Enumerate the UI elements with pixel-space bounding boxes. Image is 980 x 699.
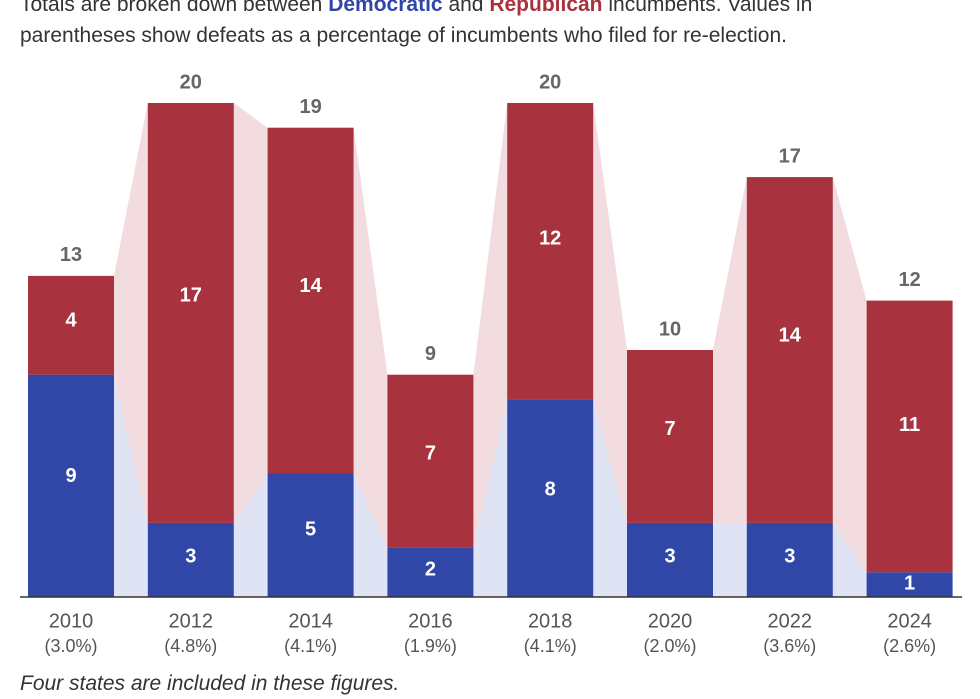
bar-republican-2012 (147, 103, 234, 523)
x-tick-label-2014: 2014 (288, 610, 333, 632)
bar-democratic-2014 (267, 473, 354, 597)
value-label-republican-2010: 4 (65, 310, 77, 332)
value-label-democratic-2024: 1 (904, 572, 915, 594)
connector-republican-2014-2016 (353, 127, 388, 548)
value-label-republican-2024: 11 (899, 414, 920, 436)
connector-republican-2016-2018 (473, 103, 508, 548)
subtitle-line-2: parentheses show defeats as a percentage… (20, 24, 787, 47)
x-percent-label-2016: (1.9%) (404, 636, 457, 656)
bar-democratic-2010 (28, 374, 114, 597)
bar-layer (28, 103, 953, 597)
total-label-2022: 17 (779, 145, 801, 167)
total-label-2016: 9 (425, 343, 436, 365)
connector-democratic-2014-2016 (353, 473, 388, 597)
total-label-2020: 10 (659, 318, 681, 340)
bar-democratic-2020 (627, 522, 713, 597)
bar-democratic-2016 (387, 547, 474, 597)
value-label-democratic-2018: 8 (545, 479, 556, 501)
total-label-layer: 13 20 19 9 20 10 17 12 (60, 71, 921, 365)
value-label-democratic-2020: 3 (664, 545, 675, 567)
connector-republican-2022-2024 (832, 177, 867, 573)
x-percent-label-2010: (3.0%) (44, 636, 97, 656)
subtitle-republican-label: Republican (489, 0, 603, 16)
connector-democratic-2020-2022 (713, 522, 747, 597)
connector-republican-2020-2022 (713, 177, 747, 523)
x-percent-label-2022: (3.6%) (763, 636, 816, 656)
total-label-2010: 13 (60, 244, 82, 266)
subtitle-democratic-label: Democratic (328, 0, 443, 16)
bar-republican-2020 (627, 350, 713, 523)
value-label-republican-2012: 17 (180, 284, 202, 306)
x-tick-label-2024: 2024 (887, 610, 932, 632)
bar-republican-2016 (387, 374, 474, 548)
connector-democratic-2022-2024 (832, 522, 867, 597)
connector-republican-2010-2012 (114, 103, 148, 523)
chart-subtitle: Totals are broken down between Democrati… (20, 0, 960, 51)
bar-democratic-2018 (507, 399, 594, 597)
connector-democratic-2018-2020 (593, 399, 627, 597)
connector-republican-2012-2014 (233, 103, 268, 523)
value-label-republican-2018: 12 (539, 228, 561, 250)
bar-republican-2014 (267, 127, 354, 474)
x-tick-label-2022: 2022 (768, 610, 813, 632)
value-label-democratic-2022: 3 (784, 545, 795, 567)
x-tick-label-2020: 2020 (648, 610, 693, 632)
value-label-democratic-2016: 2 (425, 559, 436, 581)
total-label-2024: 12 (898, 269, 920, 291)
x-tick-label-2010: 2010 (49, 610, 94, 632)
total-label-2014: 19 (299, 96, 321, 118)
bar-republican-2018 (507, 103, 594, 400)
subtitle-prefix: Totals are broken down between (20, 0, 323, 16)
total-label-2018: 20 (539, 71, 561, 93)
connector-democratic-2012-2014 (233, 473, 268, 597)
x-percent-label-2020: (2.0%) (643, 636, 696, 656)
x-percent-label-2018: (4.1%) (524, 636, 577, 656)
value-label-republican-2020: 7 (664, 418, 675, 440)
connector-democratic-2016-2018 (473, 399, 508, 597)
connector-republican-2018-2020 (593, 103, 627, 523)
connector-democratic-2010-2012 (114, 374, 148, 597)
value-label-democratic-2014: 5 (305, 519, 316, 541)
bar-republican-2022 (746, 177, 833, 523)
value-label-republican-2022: 14 (779, 324, 802, 346)
x-axis-label-layer: 2010 (3.0%) 2012 (4.8%) 2014 (4.1%) 2016 (1.9%)… (44, 610, 936, 655)
x-tick-label-2016: 2016 (408, 610, 453, 632)
total-label-2012: 20 (180, 71, 202, 93)
value-label-republican-2016: 7 (425, 443, 436, 465)
bar-republican-2024 (866, 300, 953, 573)
chart-footnote: Four states are included in these figure… (20, 672, 400, 695)
connector-band-layer (114, 103, 867, 597)
x-tick-label-2012: 2012 (169, 610, 214, 632)
bar-democratic-2012 (147, 522, 234, 597)
value-label-democratic-2010: 9 (65, 465, 76, 487)
bar-republican-2010 (28, 275, 114, 375)
bar-democratic-2024 (866, 572, 953, 597)
x-percent-label-2014: (4.1%) (284, 636, 337, 656)
subtitle-and: and (448, 0, 484, 16)
value-label-democratic-2012: 3 (185, 545, 196, 567)
subtitle-suffix: incumbents. Values in (608, 0, 813, 16)
x-tick-label-2018: 2018 (528, 610, 573, 632)
x-percent-label-2012: (4.8%) (164, 636, 217, 656)
bar-democratic-2022 (746, 522, 833, 597)
value-label-republican-2014: 14 (299, 275, 322, 297)
x-percent-label-2024: (2.6%) (883, 636, 936, 656)
